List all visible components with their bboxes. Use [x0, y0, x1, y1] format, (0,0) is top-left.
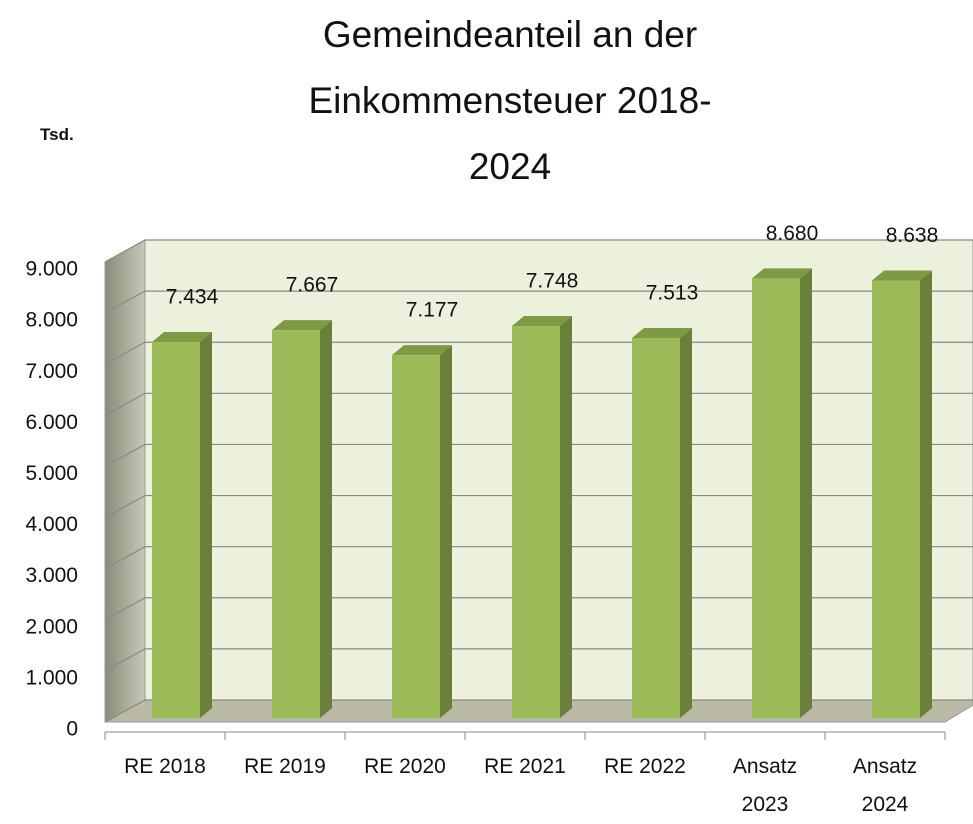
bar-side: [440, 345, 452, 718]
bar: [512, 325, 560, 718]
value-label: 8.680: [766, 222, 819, 245]
y-tick-label: 6.000: [25, 411, 78, 434]
x-tick-label: RE 2021: [484, 755, 566, 778]
bar-side: [800, 268, 812, 718]
value-label: 7.434: [166, 286, 219, 309]
grid-line: [104, 443, 973, 467]
grid-line: [104, 239, 973, 263]
chart-title: Gemeindeanteil an der Einkommensteuer 20…: [308, 14, 712, 187]
x-tick-label: RE 2022: [604, 755, 686, 778]
bar-top: [752, 268, 812, 279]
grid-line: [104, 341, 973, 365]
x-tick-label: Ansatz 2024: [852, 755, 918, 816]
y-tick-label: 4.000: [25, 513, 78, 536]
x-tick-label: RE 2019: [244, 755, 326, 778]
side-wall: [104, 239, 146, 723]
bar-side: [680, 328, 692, 718]
value-label: 8.638: [886, 224, 939, 247]
bar-side: [320, 320, 332, 718]
y-tick-label: 3.000: [25, 564, 78, 587]
grid-line: [104, 546, 973, 570]
grid-line: [104, 597, 973, 621]
bar-top: [152, 332, 212, 343]
bar-top: [512, 315, 572, 326]
value-label: 7.667: [286, 274, 339, 297]
y-tick-label: 7.000: [25, 360, 78, 383]
x-tick-label: RE 2018: [124, 755, 206, 778]
grid-line: [104, 494, 973, 519]
bar: [632, 338, 680, 718]
y-unit-label: Tsd.: [40, 125, 74, 144]
grid-line: [104, 699, 973, 723]
bar-top: [872, 270, 932, 281]
bar-top: [272, 320, 332, 331]
x-tick-label: RE 2020: [364, 755, 446, 778]
y-tick-label: 0: [66, 718, 78, 741]
grid-line: [104, 290, 973, 314]
y-tick-label: 9.000: [25, 258, 78, 281]
bar-side: [200, 332, 212, 718]
bar-side: [560, 315, 572, 718]
value-label: 7.748: [526, 270, 579, 293]
bar: [872, 280, 920, 718]
bar: [392, 355, 440, 718]
grid-line: [104, 648, 973, 672]
bar-top: [632, 328, 692, 339]
value-label: 7.177: [406, 299, 459, 322]
y-tick-label: 2.000: [25, 615, 78, 638]
bar-top: [392, 345, 452, 356]
grid-line: [104, 392, 973, 416]
y-tick-label: 8.000: [25, 309, 78, 332]
bar: [752, 278, 800, 718]
x-tick-label: Ansatz 2023: [732, 755, 798, 816]
value-label: 7.513: [646, 282, 699, 305]
bar: [272, 330, 320, 718]
y-tick-label: 5.000: [25, 462, 78, 485]
bar-side: [920, 270, 932, 718]
y-tick-label: 1.000: [25, 666, 78, 689]
bar: [152, 342, 200, 718]
